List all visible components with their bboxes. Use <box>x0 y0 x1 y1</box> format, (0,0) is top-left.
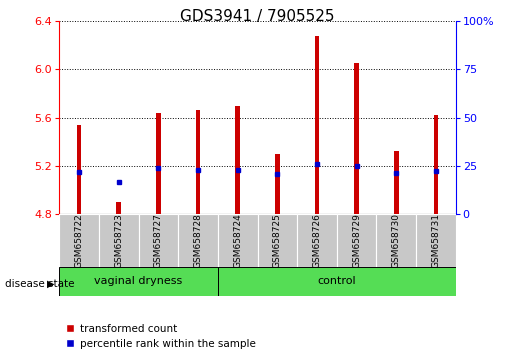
Bar <box>218 214 258 267</box>
Text: GSM658725: GSM658725 <box>273 213 282 268</box>
Bar <box>59 267 218 296</box>
Bar <box>297 214 337 267</box>
Bar <box>354 63 359 214</box>
Bar <box>156 113 161 214</box>
Text: GSM658728: GSM658728 <box>194 213 202 268</box>
Text: GSM658723: GSM658723 <box>114 213 123 268</box>
Bar <box>434 115 438 214</box>
Legend: transformed count, percentile rank within the sample: transformed count, percentile rank withi… <box>64 324 256 349</box>
Text: GSM658731: GSM658731 <box>432 213 440 268</box>
Bar <box>77 125 81 214</box>
Text: GSM658722: GSM658722 <box>75 213 83 268</box>
Bar <box>258 214 297 267</box>
Bar <box>59 214 99 267</box>
Text: vaginal dryness: vaginal dryness <box>94 276 183 286</box>
Bar <box>139 214 178 267</box>
Bar <box>337 214 376 267</box>
Bar <box>376 214 416 267</box>
Text: GDS3941 / 7905525: GDS3941 / 7905525 <box>180 9 335 24</box>
Bar <box>116 202 121 214</box>
Bar <box>218 267 456 296</box>
Bar <box>99 214 139 267</box>
Bar <box>416 214 456 267</box>
Text: GSM658727: GSM658727 <box>154 213 163 268</box>
Text: GSM658726: GSM658726 <box>313 213 321 268</box>
Text: GSM658730: GSM658730 <box>392 213 401 268</box>
Bar <box>235 105 240 214</box>
Bar <box>315 36 319 214</box>
Text: GSM658724: GSM658724 <box>233 213 242 268</box>
Bar <box>275 154 280 214</box>
Bar <box>394 152 399 214</box>
Text: disease state: disease state <box>5 279 75 289</box>
Text: GSM658729: GSM658729 <box>352 213 361 268</box>
Bar <box>196 110 200 214</box>
Text: ▶: ▶ <box>47 279 54 289</box>
Bar <box>178 214 218 267</box>
Text: control: control <box>317 276 356 286</box>
